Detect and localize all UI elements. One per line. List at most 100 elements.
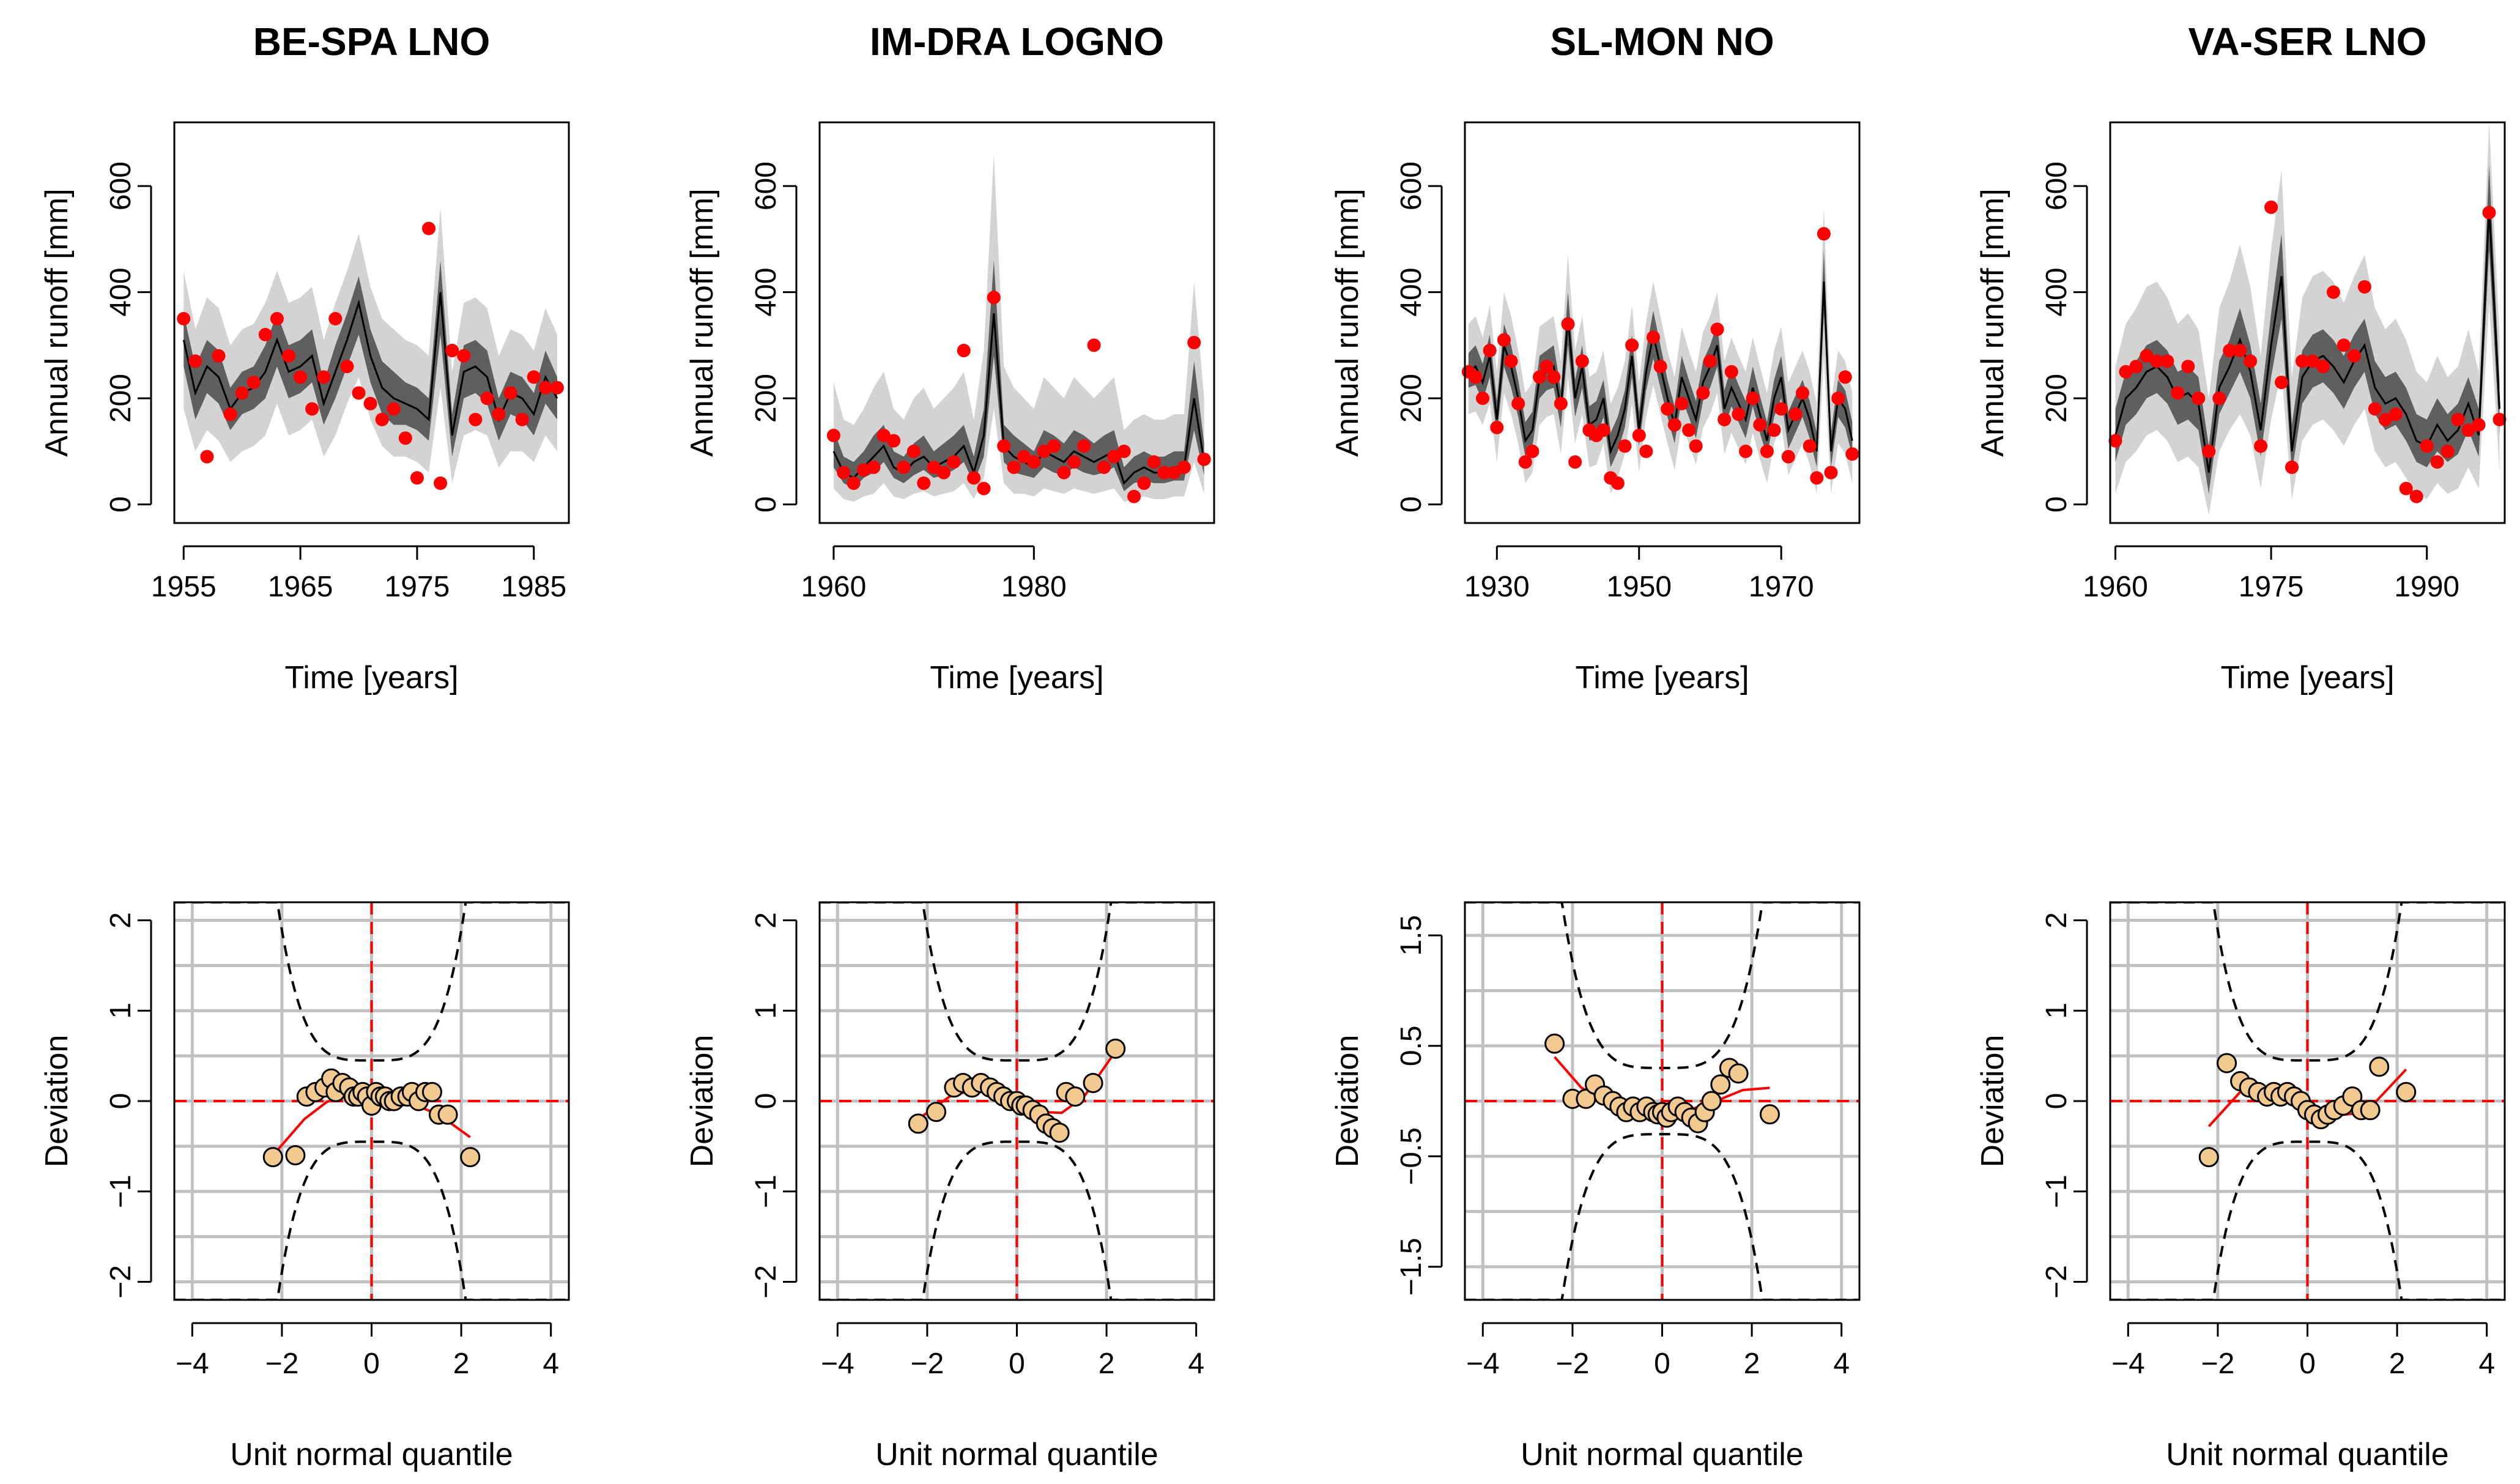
panel-ts-3-observed-point (1803, 439, 1817, 453)
panel-qq-3-x-tick-label: −2 (1556, 1348, 1590, 1380)
panel-qq-2-xlabel: Unit normal quantile (875, 1437, 1158, 1472)
panel-ts-3-observed-point (1817, 227, 1831, 241)
panel-ts-3-xlabel: Time [years] (1575, 660, 1749, 696)
panel-ts-1-observed-point (457, 349, 471, 363)
panel-ts-1-observed-point (246, 376, 261, 390)
panel-ts-3-observed-point (1753, 418, 1767, 432)
panel-qq-1-y-tick-label: −1 (105, 1174, 137, 1208)
panel-ts-4-observed-point (2275, 376, 2289, 390)
panel-qq-4-y-tick-label: 2 (2040, 912, 2073, 929)
panel-ts-3-observed-point (1632, 428, 1646, 442)
panel-ts-1-observed-point (550, 380, 564, 395)
panel-qq-4-y-tick-label: −2 (2040, 1265, 2073, 1299)
panel-ts-2-observed-point (876, 428, 891, 442)
panel-ts-2-observed-point (847, 476, 861, 490)
panel-ts-1: BE-SPA LNO Time [years] Annual runoff [mm]… (39, 20, 570, 696)
panel-ts-2-observed-point (977, 481, 991, 495)
panel-ts-1-observed-point (480, 391, 494, 406)
panel-ts-3-ylabel: Annual runoff [mm] (1330, 188, 1365, 456)
panel-ts-2-observed-point (1057, 466, 1071, 480)
panel-qq-2-qq-point (1049, 1122, 1070, 1143)
panel-ts-3-observed-point (1653, 360, 1667, 374)
panel-qq-2-y-tick-label: −2 (750, 1265, 782, 1299)
panel-qq-4-xlabel: Unit normal quantile (2166, 1437, 2448, 1472)
panel-ts-1-observed-point (515, 412, 529, 426)
panel-ts-4-observed-point (2160, 354, 2174, 368)
panel-qq-3-qq-point (1544, 1033, 1565, 1054)
panel-qq-4-plot-frame (2109, 901, 2506, 1301)
panel-ts-2-y-tick-label: 200 (750, 374, 782, 423)
panel-qq-4-x-tick-label: −2 (2201, 1348, 2235, 1380)
panel-qq-2-x-tick-label: −4 (821, 1348, 854, 1380)
panel-ts-4-observed-point (2472, 418, 2486, 432)
panel-ts-4-observed-point (2326, 285, 2340, 299)
panel-ts-4-observed-point (2254, 439, 2268, 453)
panel-ts-2-observed-point (826, 428, 840, 442)
panel-ts-4-observed-point (2264, 200, 2278, 214)
panel-ts-2-observed-point (1077, 439, 1091, 453)
panel-ts-3-observed-point (1810, 471, 1824, 485)
panel-qq-4-x-tick-label: 2 (2389, 1348, 2406, 1380)
panel-ts-1-observed-point (352, 386, 366, 400)
panel-ts-3-observed-point (1746, 391, 1760, 406)
panel-ts-3-observed-point (1554, 396, 1568, 410)
panel-ts-2-observed-point (1187, 336, 1201, 350)
panel-ts-4-observed-point (2461, 423, 2475, 437)
panel-ts-3-y-tick-label: 400 (1395, 268, 1428, 317)
panel-ts-4-plot-frame (2109, 121, 2506, 524)
panel-ts-4-observed-point (2430, 455, 2444, 469)
panel-ts-4-observed-point (2108, 434, 2122, 448)
panel-ts-3-observed-point (1561, 317, 1575, 331)
panel-qq-2-y-tick-label: 2 (750, 912, 782, 929)
panel-qq-4-x-tick-label: 0 (2299, 1348, 2316, 1380)
panel-ts-3-observed-point (1675, 396, 1689, 410)
panel-qq-3-x-tick-label: 0 (1654, 1348, 1670, 1380)
panel-ts-4-observed-point (2305, 354, 2319, 368)
panel-ts-4-observed-point (2378, 412, 2392, 426)
panel-ts-4-xlabel: Time [years] (2220, 660, 2394, 696)
panel-ts-1-observed-point (258, 328, 272, 342)
panel-qq-4: Unit normal quantile Deviation −2 −1 0 1 2 −4 −2… (1975, 901, 2506, 1472)
panel-qq-1-y-tick-label: −2 (105, 1265, 137, 1299)
panel-ts-1-observed-point (469, 412, 483, 426)
panel-ts-4-y-tick-label: 200 (2040, 374, 2073, 423)
panel-ts-2-observed-point (887, 434, 901, 448)
panel-ts-3-observed-point (1646, 330, 1660, 344)
panel-qq-4-y-tick-label: −1 (2040, 1174, 2073, 1208)
panel-ts-1-observed-point (235, 386, 249, 400)
panel-qq-1-y-tick-label: 2 (105, 912, 137, 929)
panel-ts-2-inner-band (833, 260, 1204, 491)
panel-ts-4-ylabel: Annual runoff [mm] (1975, 188, 2010, 456)
panel-ts-1-observed-point (538, 380, 552, 395)
panel-ts-1-plot-frame (173, 121, 570, 524)
panel-qq-2-qq-point (1105, 1038, 1126, 1059)
panel-qq-3-x-tick-label: 4 (1833, 1348, 1850, 1380)
panel-qq-3-y-tick-label: 0.5 (1395, 1025, 1428, 1066)
panel-ts-3-observed-point (1724, 365, 1738, 379)
panel-ts-2-observed-point (1067, 455, 1081, 469)
panel-ts-2-observed-point (837, 466, 851, 480)
panel-ts-1-x-tick-label: 1975 (385, 571, 450, 603)
panel-ts-3-observed-point (1796, 386, 1810, 400)
panel-ts-3-observed-point (1540, 360, 1554, 374)
panel-qq-3-lower-envelope (1465, 1133, 1859, 1300)
panel-ts-3-y-tick-label: 200 (1395, 374, 1428, 423)
panel-ts-3-observed-point (1845, 447, 1859, 461)
panel-qq-1-y-tick-label: 1 (105, 1003, 137, 1019)
panel-ts-2-observed-point (1027, 455, 1041, 469)
panel-ts-2: IM-DRA LOGNO Time [years] Annual runoff [m… (684, 20, 1215, 696)
panel-qq-1-x-tick-label: 2 (453, 1348, 470, 1380)
panel-ts-1-observed-point (363, 396, 377, 410)
panel-ts-3-inner-band (1468, 250, 1853, 467)
panel-ts-3-observed-point (1696, 386, 1710, 400)
panel-ts-4-observed-point (2357, 280, 2371, 294)
panel-ts-2-observed-point (1047, 439, 1061, 453)
panel-qq-1-xlabel: Unit normal quantile (230, 1437, 513, 1472)
panel-ts-4-observed-point (2285, 460, 2299, 474)
panel-ts-2-observed-point (1197, 452, 1211, 466)
panel-qq-1-x-tick-label: 0 (363, 1348, 380, 1380)
panel-ts-1-observed-point (375, 412, 389, 426)
panel-ts-1-observed-point (492, 407, 506, 421)
panel-ts-3-observed-point (1781, 450, 1795, 464)
